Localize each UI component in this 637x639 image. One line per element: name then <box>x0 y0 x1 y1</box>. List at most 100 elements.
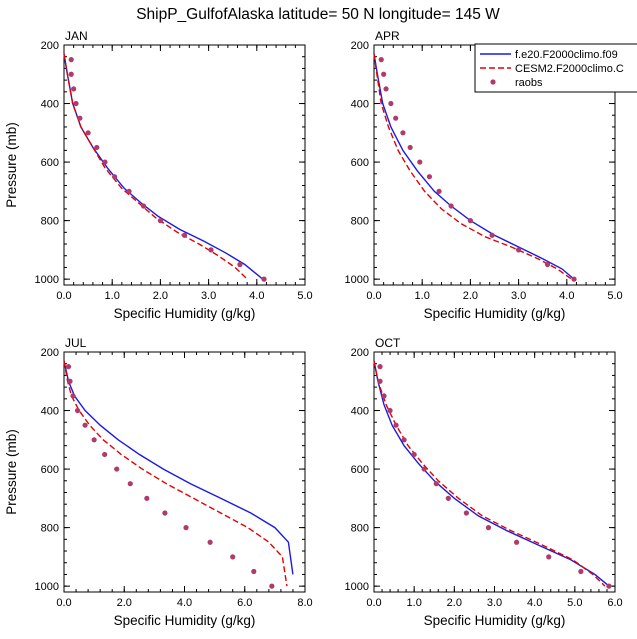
y-tick-label: 600 <box>351 464 369 476</box>
panels: JAN 0.0 1.0 2.0 3.0 4.0 5.0 200 400 600 800 1000 Spe… <box>4 29 623 628</box>
plot-frame <box>63 351 306 593</box>
raobs-point <box>269 583 275 589</box>
model2-line <box>63 53 248 280</box>
x-tick-label: 2.0 <box>153 290 168 302</box>
y-tick-label: 800 <box>351 216 369 228</box>
raobs-markers <box>65 364 275 589</box>
y-axis-label: Pressure (mb) <box>4 429 19 515</box>
y-tick-label: 200 <box>41 40 59 52</box>
raobs-point <box>144 495 150 501</box>
model1-line <box>63 360 294 575</box>
raobs-point <box>237 261 243 268</box>
y-tick-label: 800 <box>351 523 369 535</box>
raobs-point <box>114 466 120 472</box>
raobs-point <box>433 481 439 487</box>
model2-line <box>63 360 288 587</box>
raobs-point <box>207 539 213 545</box>
raobs-point <box>70 393 76 399</box>
x-axis-label: Specific Humidity (g/kg) <box>424 306 566 321</box>
x-tick-label: 4.0 <box>177 597 192 609</box>
panel-jul: JUL 0.0 2.0 4.0 6.0 8.0 200 400 600 800 1000 Specif… <box>4 336 313 628</box>
y-tick-label: 1000 <box>345 581 369 593</box>
x-tick-label: 1.0 <box>407 597 422 609</box>
raobs-point <box>68 57 74 63</box>
y-tick-label: 400 <box>351 406 369 418</box>
x-tick-label: 4.0 <box>527 597 542 609</box>
model1-line <box>373 53 575 280</box>
x-axis-label: Specific Humidity (g/kg) <box>114 613 256 628</box>
x-axis-label: Specific Humidity (g/kg) <box>424 613 566 628</box>
figure-title: ShipP_GulfofAlaska latitude= 50 N longit… <box>136 6 500 23</box>
panel-label: OCT <box>375 336 401 350</box>
raobs-point <box>421 466 427 472</box>
x-tick-label: 3.0 <box>511 290 526 302</box>
raobs-point <box>251 568 257 575</box>
model1-line <box>373 360 610 587</box>
raobs-point <box>485 525 492 531</box>
raobs-point <box>388 100 394 107</box>
raobs-point <box>571 276 577 282</box>
x-tick-label: 2.0 <box>463 290 478 302</box>
raobs-point <box>378 57 384 63</box>
y-tick-label: 600 <box>41 157 59 169</box>
y-tick-label: 200 <box>41 347 59 359</box>
x-tick-label: 5.0 <box>567 597 582 609</box>
panel-label: JAN <box>65 29 88 43</box>
panel-label: JUL <box>65 336 87 350</box>
legend-marker <box>490 79 496 85</box>
legend-label: f.e20.F2000climo.f09 <box>515 49 618 61</box>
raobs-point <box>400 130 406 136</box>
x-tick-label: 6.0 <box>607 597 622 609</box>
raobs-point <box>102 451 108 458</box>
raobs-point <box>387 407 393 414</box>
y-tick-label: 600 <box>351 157 369 169</box>
raobs-point <box>261 276 267 282</box>
raobs-point <box>112 174 118 180</box>
raobs-point <box>381 71 387 77</box>
y-tick-label: 600 <box>41 464 59 476</box>
raobs-point <box>544 261 551 268</box>
raobs-point <box>127 481 133 487</box>
raobs-point <box>393 115 399 121</box>
raobs-point <box>445 495 451 501</box>
raobs-point <box>208 247 214 253</box>
x-tick-label: 1.0 <box>415 290 430 302</box>
raobs-point <box>383 86 389 92</box>
raobs-point <box>436 188 442 194</box>
raobs-point <box>74 407 81 414</box>
raobs-point <box>183 525 189 531</box>
x-axis-label: Specific Humidity (g/kg) <box>114 306 256 321</box>
y-axis-label: Pressure (mb) <box>4 122 19 208</box>
panel-apr: APR 0.0 1.0 2.0 3.0 4.0 5.0 200 400 600 800 1000 Spe… <box>345 29 623 321</box>
raobs-markers <box>68 57 267 282</box>
raobs-point <box>67 378 73 384</box>
legend: f.e20.F2000climo.f09 CESM2.F2000climo.C ra… <box>474 43 637 93</box>
panel-label: APR <box>375 29 400 43</box>
raobs-markers <box>378 57 577 282</box>
x-tick-label: 0.0 <box>56 597 71 609</box>
panel-oct: OCT 0.0 1.0 2.0 3.0 4.0 5.0 6.0 200 400 600 800 1000… <box>345 336 623 628</box>
raobs-point <box>65 364 72 370</box>
x-tick-label: 4.0 <box>559 290 574 302</box>
raobs-point <box>126 188 132 194</box>
raobs-point <box>230 554 236 560</box>
y-tick-label: 400 <box>41 99 59 111</box>
raobs-point <box>426 174 433 180</box>
raobs-markers <box>377 364 612 589</box>
x-tick-label: 2.0 <box>447 597 462 609</box>
raobs-point <box>578 568 584 575</box>
raobs-point <box>94 144 100 151</box>
raobs-point <box>393 422 399 428</box>
y-tick-label: 400 <box>41 406 59 418</box>
x-tick-label: 8.0 <box>297 597 312 609</box>
x-tick-label: 3.0 <box>487 597 502 609</box>
raobs-point <box>140 203 147 209</box>
raobs-point <box>448 203 454 209</box>
y-tick-label: 400 <box>351 99 369 111</box>
x-tick-label: 5.0 <box>297 290 312 302</box>
raobs-point <box>381 393 387 399</box>
model2-line <box>373 360 606 587</box>
raobs-point <box>516 247 522 253</box>
raobs-point <box>85 130 91 136</box>
